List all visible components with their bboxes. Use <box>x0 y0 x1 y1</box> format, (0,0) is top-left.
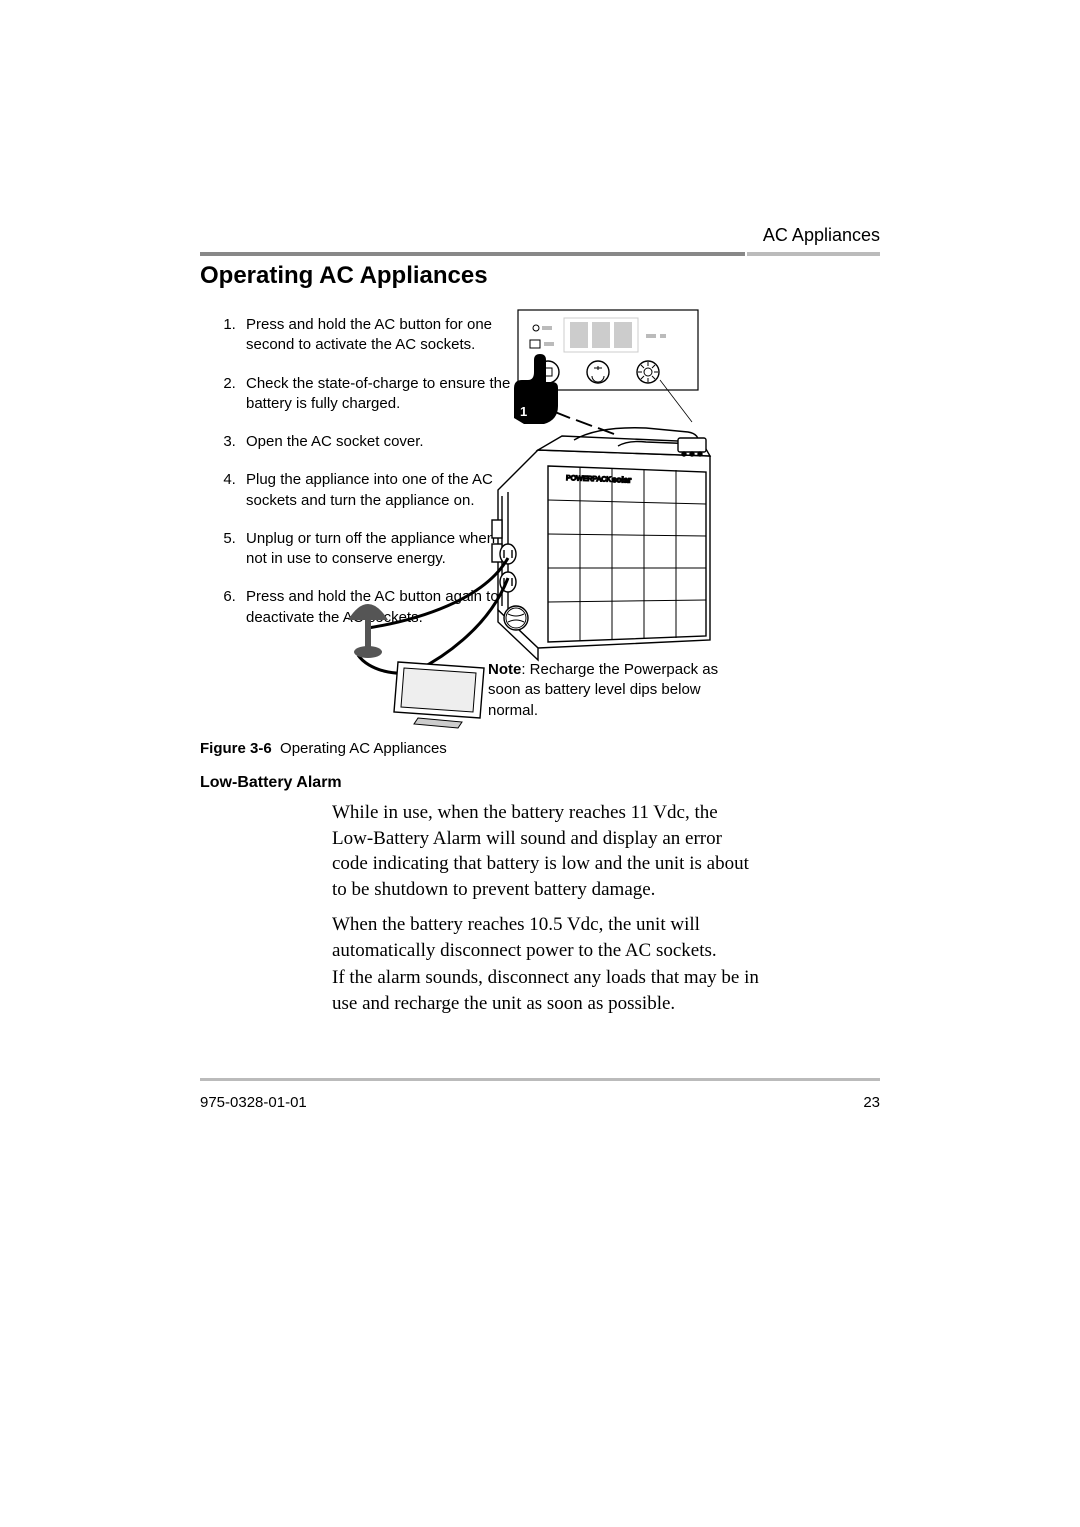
figure-caption: Figure 3-6 Operating AC Appliances <box>200 740 447 757</box>
note-text: : Recharge the Powerpack as soon as batt… <box>488 661 718 719</box>
header-section-label: AC Appliances <box>763 225 880 246</box>
svg-text:solar: solar <box>612 475 631 485</box>
figure-label: Figure 3-6 <box>200 740 272 757</box>
rule-bottom <box>200 1078 880 1081</box>
manual-page: AC Appliances Operating AC Appliances Pr… <box>0 0 1080 1527</box>
footer-doc-number: 975-0328-01-01 <box>200 1094 307 1111</box>
rule-top-dark <box>200 252 745 256</box>
tv-icon <box>394 662 484 728</box>
rule-top-light <box>747 252 880 256</box>
figure-note: Note: Recharge the Powerpack as soon as … <box>488 660 748 721</box>
body-paragraph: When the battery reaches 10.5 Vdc, the u… <box>332 912 762 963</box>
subsection-heading: Low-Battery Alarm <box>200 774 342 792</box>
callout-number: 1 <box>520 404 527 419</box>
figure-caption-text: Operating AC Appliances <box>280 740 447 757</box>
section-heading: Operating AC Appliances <box>200 262 488 290</box>
powerpack-body-icon: POWERPACK solar <box>492 428 710 660</box>
body-paragraph: If the alarm sounds, disconnect any load… <box>332 965 762 1016</box>
note-label: Note <box>488 661 521 678</box>
body-paragraph: While in use, when the battery reaches 1… <box>332 800 762 903</box>
footer-page-number: 23 <box>863 1094 880 1111</box>
